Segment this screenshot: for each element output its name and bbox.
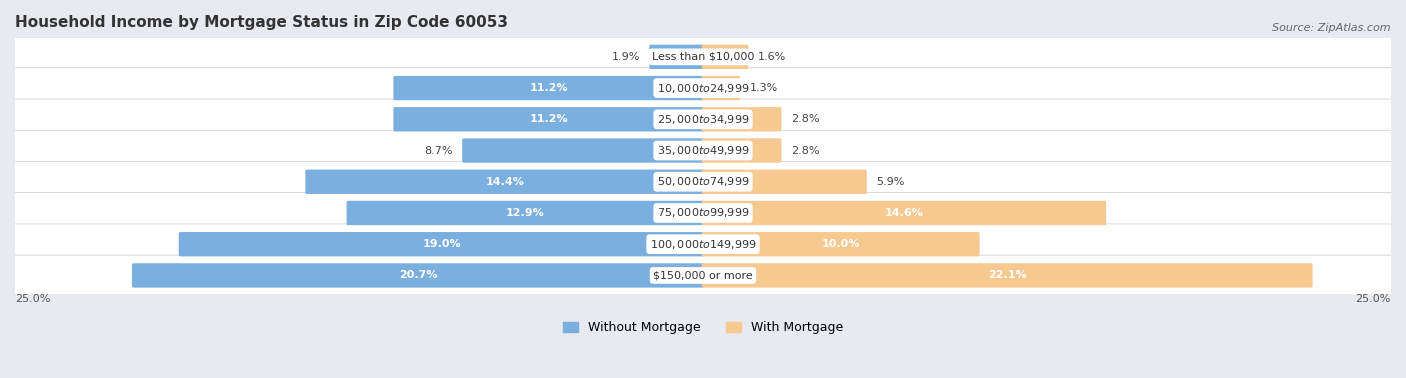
FancyBboxPatch shape: [702, 107, 782, 132]
Text: $50,000 to $74,999: $50,000 to $74,999: [657, 175, 749, 188]
Text: Less than $10,000: Less than $10,000: [652, 52, 754, 62]
FancyBboxPatch shape: [702, 76, 740, 100]
FancyBboxPatch shape: [11, 224, 1395, 265]
FancyBboxPatch shape: [11, 255, 1395, 296]
FancyBboxPatch shape: [11, 161, 1395, 202]
FancyBboxPatch shape: [11, 130, 1395, 171]
Text: 25.0%: 25.0%: [15, 294, 51, 304]
Text: 5.9%: 5.9%: [876, 177, 904, 187]
Text: 22.1%: 22.1%: [988, 270, 1026, 280]
FancyBboxPatch shape: [702, 201, 1107, 225]
Text: 11.2%: 11.2%: [530, 114, 568, 124]
Text: 1.3%: 1.3%: [749, 83, 778, 93]
FancyBboxPatch shape: [702, 170, 866, 194]
Text: $35,000 to $49,999: $35,000 to $49,999: [657, 144, 749, 157]
Text: 14.6%: 14.6%: [884, 208, 924, 218]
Text: $75,000 to $99,999: $75,000 to $99,999: [657, 206, 749, 220]
FancyBboxPatch shape: [179, 232, 704, 256]
FancyBboxPatch shape: [11, 68, 1395, 108]
FancyBboxPatch shape: [394, 107, 704, 132]
FancyBboxPatch shape: [132, 263, 704, 288]
Text: Household Income by Mortgage Status in Zip Code 60053: Household Income by Mortgage Status in Z…: [15, 15, 508, 30]
FancyBboxPatch shape: [11, 193, 1395, 233]
Text: $150,000 or more: $150,000 or more: [654, 270, 752, 280]
Text: 12.9%: 12.9%: [506, 208, 546, 218]
Text: 10.0%: 10.0%: [821, 239, 860, 249]
Text: 2.8%: 2.8%: [792, 146, 820, 155]
FancyBboxPatch shape: [702, 138, 782, 163]
Text: 8.7%: 8.7%: [425, 146, 453, 155]
FancyBboxPatch shape: [394, 76, 704, 100]
FancyBboxPatch shape: [702, 232, 980, 256]
Text: 20.7%: 20.7%: [399, 270, 437, 280]
FancyBboxPatch shape: [11, 37, 1395, 77]
Text: $100,000 to $149,999: $100,000 to $149,999: [650, 238, 756, 251]
Text: $10,000 to $24,999: $10,000 to $24,999: [657, 82, 749, 94]
Text: Source: ZipAtlas.com: Source: ZipAtlas.com: [1272, 23, 1391, 33]
Text: 1.9%: 1.9%: [612, 52, 640, 62]
Legend: Without Mortgage, With Mortgage: Without Mortgage, With Mortgage: [562, 321, 844, 334]
Text: $25,000 to $34,999: $25,000 to $34,999: [657, 113, 749, 126]
FancyBboxPatch shape: [305, 170, 704, 194]
FancyBboxPatch shape: [650, 45, 704, 69]
FancyBboxPatch shape: [702, 263, 1313, 288]
Text: 11.2%: 11.2%: [530, 83, 568, 93]
Text: 19.0%: 19.0%: [422, 239, 461, 249]
Text: 14.4%: 14.4%: [485, 177, 524, 187]
FancyBboxPatch shape: [702, 45, 748, 69]
Text: 2.8%: 2.8%: [792, 114, 820, 124]
Text: 1.6%: 1.6%: [758, 52, 786, 62]
FancyBboxPatch shape: [11, 99, 1395, 139]
FancyBboxPatch shape: [347, 201, 704, 225]
Text: 25.0%: 25.0%: [1355, 294, 1391, 304]
FancyBboxPatch shape: [463, 138, 704, 163]
